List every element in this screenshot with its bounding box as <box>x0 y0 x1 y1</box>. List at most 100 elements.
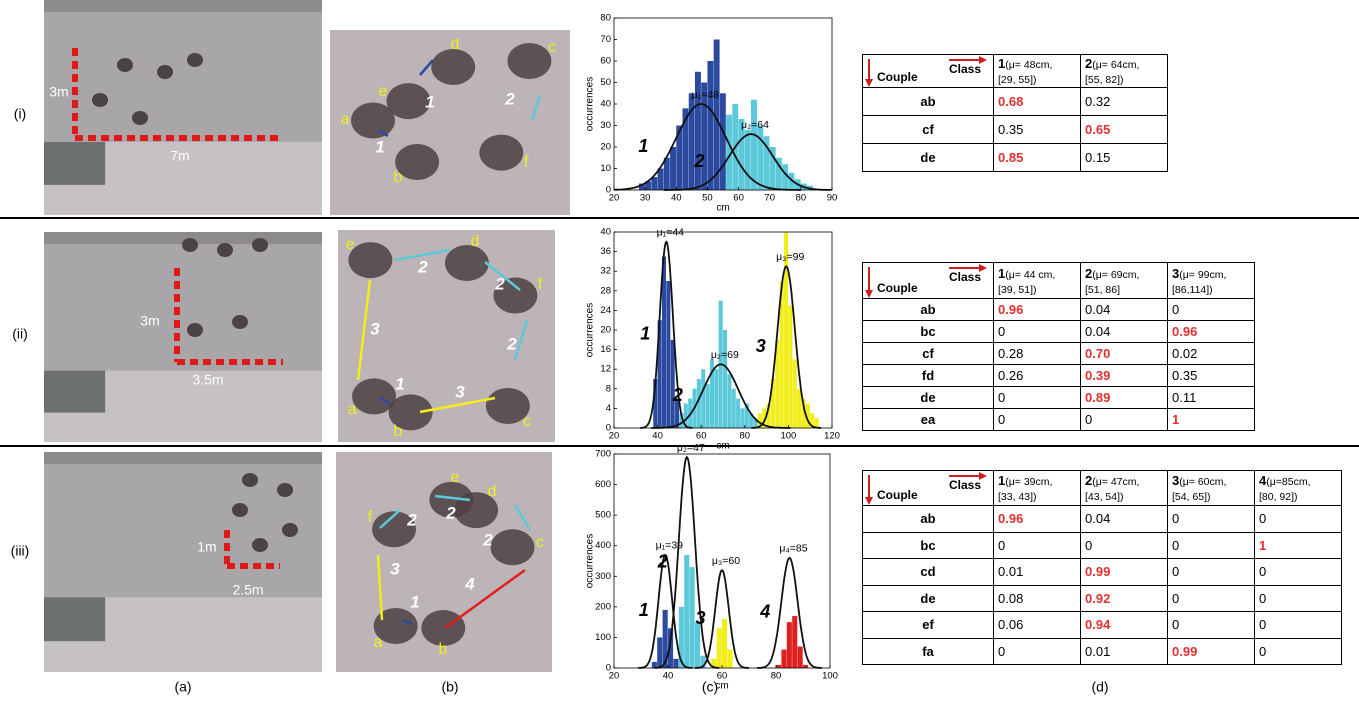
gaussian-fit <box>638 553 693 669</box>
probability-cell: 0 <box>1167 531 1255 559</box>
histogram-bar <box>678 606 684 668</box>
class-mean: (μ= 60cm, <box>1179 476 1227 488</box>
table-row: fa 0 0.01 0.99 0 <box>862 637 1342 665</box>
gaussian-fit <box>663 133 832 191</box>
x-tick-label: 40 <box>663 671 674 682</box>
histogram-bar <box>781 649 787 668</box>
table-row: de 0.08 0.92 0 0 <box>862 584 1342 612</box>
histogram-bar <box>805 403 810 428</box>
histogram-bar <box>694 71 701 190</box>
person-label: b <box>394 169 403 186</box>
probability-cell: 0.92 <box>1080 584 1168 612</box>
class-mean: (μ= 47cm, <box>1092 476 1140 488</box>
class-label: 1 <box>395 374 404 393</box>
histogram-bar <box>666 281 671 428</box>
class-range: [55, 82]) <box>1085 74 1124 86</box>
histogram-bar <box>766 403 771 428</box>
probability-cell: 0.02 <box>1167 342 1255 365</box>
histogram-bar <box>736 398 741 428</box>
class-range: [54, 65]) <box>1172 491 1211 503</box>
probability-cell: 0.96 <box>993 298 1081 321</box>
arrow-head <box>979 56 987 64</box>
y-tick-label: 400 <box>595 540 611 551</box>
x-tick-label: 50 <box>702 193 713 204</box>
class-label: 2 <box>693 151 704 171</box>
couple-cell: cf <box>862 342 994 365</box>
class-mean: (μ= 48cm, <box>1005 59 1053 71</box>
corner-arrows <box>865 472 987 505</box>
histogram-bar <box>709 359 714 428</box>
probability-cell: 0 <box>1167 558 1255 586</box>
histogram-bar <box>700 655 706 668</box>
mean-label: μ₁=48 <box>691 89 719 101</box>
arrow-head <box>865 290 873 298</box>
person-label: b <box>394 423 403 440</box>
header-row: Class Couple 1(μ= 48cm, [29, 55]) 2(μ= 64cm,… <box>862 54 1168 88</box>
histogram-bar <box>740 408 745 428</box>
class-mean: (μ=85cm, <box>1266 476 1311 488</box>
x-tick-label: 80 <box>740 431 751 442</box>
y-tick-label: 80 <box>600 13 611 24</box>
y-tick-label: 0 <box>606 663 611 674</box>
histogram-bar <box>651 177 658 190</box>
y-tick-label: 70 <box>600 34 611 45</box>
y-tick-label: 28 <box>600 285 611 296</box>
person <box>479 134 524 171</box>
class-range: [51, 86] <box>1085 283 1121 296</box>
x-tick-label: 120 <box>824 431 840 442</box>
histogram-bar <box>688 93 695 190</box>
histogram-bar <box>662 609 668 668</box>
column-header: 1(μ= 48cm, [29, 55]) <box>993 54 1081 88</box>
person <box>242 473 258 487</box>
table-row: cf 0.28 0.70 0.02 <box>862 342 1255 365</box>
y-tick-label: 300 <box>595 571 611 582</box>
table-row: bc 0 0 0 1 <box>862 531 1342 559</box>
histogram-bar <box>775 157 782 190</box>
class-label: 1 <box>640 324 650 344</box>
gaussian-fit <box>751 265 822 429</box>
histogram-bar <box>670 339 675 428</box>
probability-cell: 0.99 <box>1167 637 1255 665</box>
person <box>350 102 395 139</box>
y-tick-label: 600 <box>595 479 611 490</box>
class-label: 2 <box>506 334 517 353</box>
x-tick-label: 20 <box>609 193 620 204</box>
y-tick-label: 4 <box>606 403 611 414</box>
probability-cell: 0 <box>993 408 1081 431</box>
arrow-head <box>865 79 873 87</box>
class-range: [43, 54]) <box>1085 491 1124 503</box>
corner-column-title: Class <box>948 62 981 76</box>
person-label: b <box>439 641 448 658</box>
column-header: 4(μ=85cm, [80, 92]) <box>1254 470 1342 506</box>
histogram-bar <box>814 418 819 428</box>
histogram-bar <box>645 181 652 190</box>
x-tick-label: 20 <box>609 431 620 442</box>
class-label: 3 <box>455 382 465 401</box>
table-row: de 0 0.89 0.11 <box>862 386 1255 409</box>
histogram-bar <box>713 39 720 190</box>
couple-cell: de <box>862 584 994 612</box>
histogram-bar <box>751 99 757 190</box>
probability-cell: 0.89 <box>1080 386 1168 409</box>
caption: (c) <box>702 679 718 695</box>
person-label: d <box>451 36 460 53</box>
y-tick-label: 30 <box>600 120 611 131</box>
class-number: 1 <box>998 473 1006 488</box>
couple-link <box>376 554 384 621</box>
y-tick-label: 700 <box>595 449 611 460</box>
histogram-bar <box>657 320 662 428</box>
histogram-bar <box>782 164 789 190</box>
y-tick-label: 60 <box>600 56 611 67</box>
couple-link <box>513 319 529 361</box>
y-tick-label: 32 <box>600 266 611 277</box>
histogram-bar <box>803 664 809 668</box>
histogram-bar <box>784 232 789 428</box>
person-label: a <box>348 401 357 418</box>
couple-link <box>513 504 532 531</box>
y-tick-label: 20 <box>600 142 611 153</box>
histogram-bar <box>722 619 728 668</box>
class-number: 3 <box>1172 473 1180 488</box>
scene-stairs <box>44 370 106 413</box>
mean-label: μ₁=39 <box>656 540 684 552</box>
corner-arrows <box>865 264 987 298</box>
